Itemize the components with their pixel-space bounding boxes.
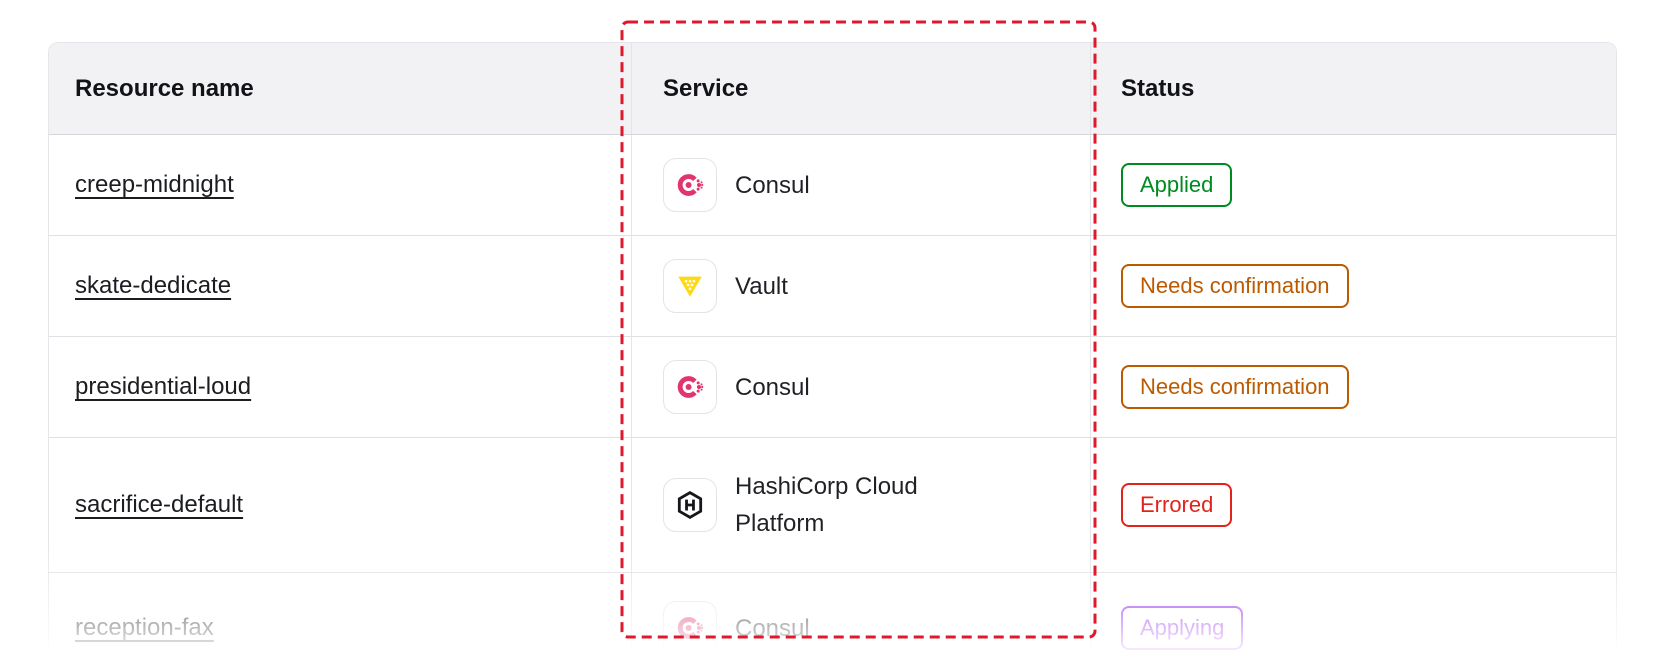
table-header-row: Resource name Service Status [49,43,1616,135]
status-badge: Applying [1121,606,1244,650]
status-badge: Applied [1121,163,1233,207]
resource-link[interactable]: creep-midnight [75,171,234,198]
consul-icon [663,158,717,212]
vault-icon [663,259,717,313]
resource-link[interactable]: reception-fax [75,614,214,641]
column-header-resource-name: Resource name [75,74,254,102]
resource-link[interactable]: sacrifice-default [75,491,244,518]
service-label: HashiCorp Cloud Platform [735,473,918,537]
table-row: creep-midnight Consul [49,135,1616,236]
table-row: presidential-loud Consul [49,337,1616,438]
hashicorp-icon [663,478,717,532]
resource-link[interactable]: presidential-loud [75,373,252,400]
table-row: sacrifice-default HashiCorp Cloud Platfo… [49,438,1616,573]
column-header-service: Service [631,43,1090,134]
consul-icon [663,601,717,652]
service-label: Consul [735,373,810,401]
service-label: Consul [735,171,810,199]
service-label: Vault [735,272,788,300]
status-badge: Errored [1121,483,1233,527]
column-header-status: Status [1090,43,1616,134]
status-badge: Needs confirmation [1121,264,1349,308]
table-row: skate-dedicate Vault Need [49,236,1616,337]
resource-link[interactable]: skate-dedicate [75,272,232,299]
consul-icon [663,360,717,414]
status-badge: Needs confirmation [1121,365,1349,409]
table-row: reception-fax Consul [49,573,1616,652]
resources-table: Resource name Service Status creep-midni… [48,42,1617,652]
service-label: Consul [735,614,810,642]
